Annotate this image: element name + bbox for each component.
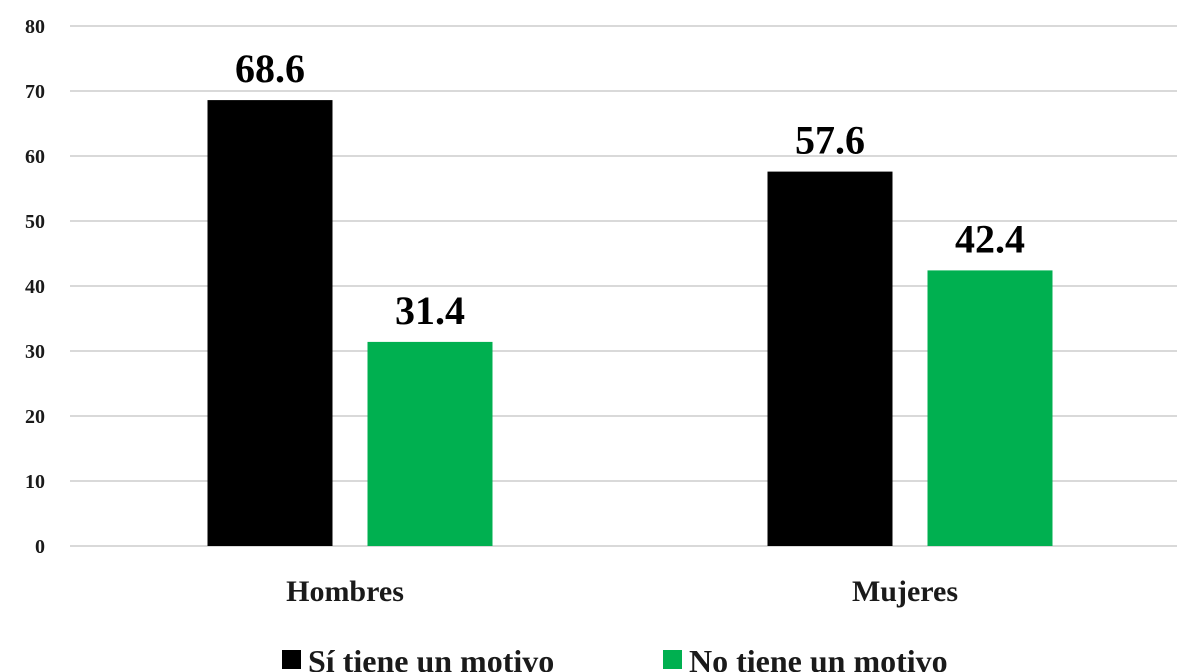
bar-mujeres-series-0 bbox=[767, 171, 893, 546]
y-tick-label: 70 bbox=[25, 81, 45, 103]
x-category-label: Mujeres bbox=[852, 575, 958, 608]
data-label: 42.4 bbox=[955, 216, 1025, 261]
y-tick-label: 50 bbox=[25, 211, 45, 233]
y-tick-label: 30 bbox=[25, 341, 45, 363]
bar-hombres-series-1 bbox=[367, 341, 493, 546]
x-axis: Hombres Mujeres bbox=[286, 575, 958, 608]
legend-label: Sí tiene un motivo bbox=[308, 643, 554, 672]
bar-mujeres-series-1 bbox=[927, 270, 1053, 546]
data-label: 68.6 bbox=[235, 46, 305, 91]
y-tick-label: 60 bbox=[25, 146, 45, 168]
y-axis: 0 10 20 30 40 50 60 70 80 bbox=[25, 16, 45, 558]
data-label: 57.6 bbox=[795, 118, 865, 163]
bars bbox=[207, 100, 1053, 546]
y-tick-label: 10 bbox=[25, 471, 45, 493]
x-category-label: Hombres bbox=[286, 575, 404, 608]
bar-hombres-series-0 bbox=[207, 100, 333, 546]
legend: Sí tiene un motivo No tiene un motivo bbox=[282, 643, 948, 672]
legend-swatch bbox=[282, 650, 301, 669]
y-tick-label: 20 bbox=[25, 406, 45, 428]
legend-label: No tiene un motivo bbox=[689, 643, 948, 672]
y-tick-label: 80 bbox=[25, 16, 45, 38]
y-tick-label: 0 bbox=[35, 536, 45, 558]
data-label: 31.4 bbox=[395, 288, 465, 333]
legend-swatch bbox=[663, 650, 682, 669]
y-tick-label: 40 bbox=[25, 276, 45, 298]
data-labels: 68.6 57.6 31.4 42.4 bbox=[235, 46, 1025, 333]
